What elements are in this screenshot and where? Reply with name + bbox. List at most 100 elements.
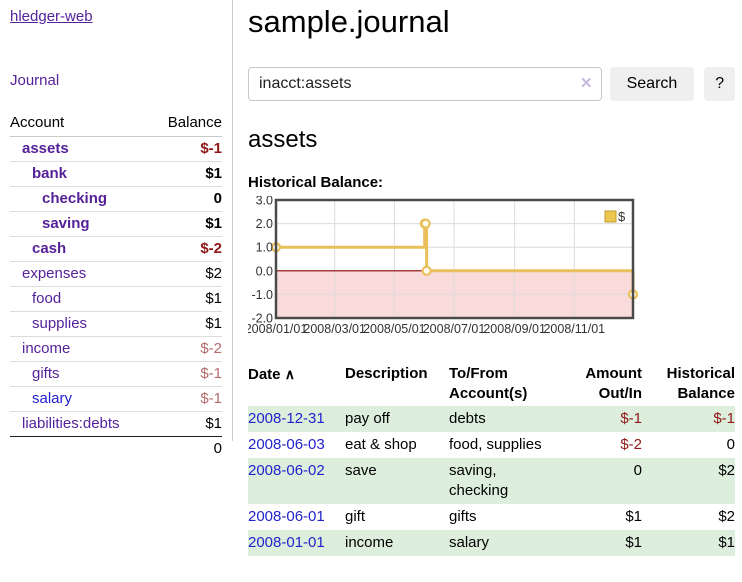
accounts-total-value: 0	[213, 440, 222, 457]
legend-label: $	[618, 209, 626, 224]
transaction-description: pay off	[345, 410, 390, 427]
data-point-marker	[420, 218, 431, 229]
transaction-description: eat & shop	[345, 436, 417, 453]
register-header-amount: Amount Out/In	[585, 365, 642, 402]
transaction-amount: $1	[625, 534, 642, 551]
y-tick-label: -1.0	[251, 288, 273, 302]
transaction-description: income	[345, 534, 394, 551]
y-tick-label: 0.0	[256, 264, 273, 278]
register-header-accounts: To/From Account(s)	[449, 365, 528, 402]
search-form: ✕ Search ?	[248, 67, 735, 101]
x-tick-label: 2008/01/01	[248, 322, 307, 336]
y-tick-label: 3.0	[256, 196, 273, 208]
brand-link[interactable]: hledger-web	[10, 8, 93, 25]
account-row: saving $1	[10, 211, 222, 237]
transaction-accounts: salary	[449, 534, 490, 551]
clear-search-icon[interactable]: ✕	[580, 75, 593, 92]
main-content: sample.journal ✕ Search ? assets Histori…	[245, 0, 735, 556]
account-balance: $1	[205, 415, 222, 432]
chart-container: $3.0 2.0 1.0 0.0 -1.0 -2.0 2008/01/01 2008/03/0…	[245, 194, 735, 343]
transaction-date-link[interactable]: 2008-06-02	[248, 462, 325, 479]
transaction-row: 2008-06-03 eat & shop food, supplies $-2 0	[248, 432, 735, 458]
x-tick-label: 2008/09/01	[483, 322, 546, 336]
account-link-expenses[interactable]: expenses	[22, 265, 87, 282]
register-table: Date ∧ Description To/From Account(s) Am…	[248, 362, 735, 556]
transaction-amount: $1	[625, 508, 642, 525]
account-link-salary[interactable]: salary	[32, 390, 73, 407]
balance-chart: $3.0 2.0 1.0 0.0 -1.0 -2.02008/01/012008/03/0…	[245, 194, 639, 336]
x-tick-label: 2008/07/01	[423, 322, 486, 336]
account-row: liabilities:debts $1	[10, 411, 222, 437]
account-link-cash[interactable]: cash	[32, 240, 67, 257]
register-header-row: Date ∧ Description To/From Account(s) Am…	[248, 362, 735, 406]
account-balance: $-2	[200, 240, 222, 257]
plot-border	[274, 198, 635, 320]
account-balance: $1	[205, 165, 222, 182]
transaction-amount: $-2	[620, 436, 642, 453]
transaction-date-link[interactable]: 2008-12-31	[248, 410, 325, 427]
transaction-date-link[interactable]: 2008-06-03	[248, 436, 325, 453]
page-title: sample.journal	[248, 4, 450, 39]
transaction-accounts: food, supplies	[449, 436, 542, 453]
register-header-description: Description	[345, 365, 428, 382]
account-row: supplies $1	[10, 311, 222, 337]
sidebar-item-journal[interactable]: Journal	[10, 72, 60, 89]
account-link-food[interactable]: food	[32, 290, 62, 307]
transaction-balance: $-1	[713, 410, 735, 427]
account-row: gifts $-1	[10, 361, 222, 387]
transaction-accounts: gifts	[449, 508, 477, 525]
account-row: bank $1	[10, 161, 222, 187]
account-link-supplies[interactable]: supplies	[32, 315, 88, 332]
account-row: salary $-1	[10, 386, 222, 412]
transaction-row: 2008-06-01 gift gifts $1 $2	[248, 504, 735, 530]
account-row: food $1	[10, 286, 222, 312]
transaction-amount: $-1	[620, 410, 642, 427]
transaction-date-link[interactable]: 2008-06-01	[248, 508, 325, 525]
y-tick-label: -2.0	[251, 312, 273, 326]
help-button[interactable]: ?	[704, 67, 735, 101]
x-tick-label: 2008/05/01	[363, 322, 426, 336]
transaction-balance: 0	[726, 436, 735, 453]
account-link-checking[interactable]: checking	[42, 190, 108, 207]
sort-ascending-icon: ∧	[284, 366, 295, 382]
transaction-row: 2008-06-02 save saving, checking 0 $2	[248, 458, 735, 504]
account-balance: $-1	[200, 140, 222, 157]
account-link-assets[interactable]: assets	[22, 140, 69, 157]
account-link-income[interactable]: income	[22, 340, 71, 357]
account-link-liabilities:debts[interactable]: liabilities:debts	[22, 415, 120, 432]
account-balance: $-2	[200, 340, 222, 357]
transaction-date-link[interactable]: 2008-01-01	[248, 534, 325, 551]
accounts-total-row: 0	[10, 436, 222, 462]
transaction-accounts: saving, checking	[449, 462, 509, 499]
account-balance: $1	[205, 315, 222, 332]
account-balance: $-1	[200, 365, 222, 382]
account-row: cash $-2	[10, 236, 222, 262]
chart-title: Historical Balance:	[248, 174, 384, 191]
transaction-description: gift	[345, 508, 366, 525]
account-row: income $-2	[10, 336, 222, 362]
sidebar: hledger-web Journal Account Balance asse…	[0, 0, 233, 457]
account-link-bank[interactable]: bank	[32, 165, 68, 182]
account-balance: 0	[213, 190, 222, 207]
accounts-header-balance: Balance	[151, 110, 222, 137]
account-row: checking 0	[10, 186, 222, 212]
legend-swatch	[604, 210, 617, 223]
transaction-balance: $1	[718, 534, 735, 551]
transaction-row: 2008-12-31 pay off debts $-1 $-1	[248, 406, 735, 432]
transaction-balance: $2	[718, 508, 735, 525]
register-header-balance: Historical Balance	[666, 365, 735, 402]
search-input[interactable]	[248, 67, 602, 101]
account-row: expenses $2	[10, 261, 222, 287]
accounts-table-body: assets $-1 bank $1 checking 0 saving $1 cash $-2 e…	[10, 137, 222, 437]
transaction-description: save	[345, 462, 377, 479]
register-table-body: 2008-12-31 pay off debts $-1 $-1 2008-06-03 ea…	[248, 406, 735, 556]
accounts-table: Account Balance assets $-1 bank $1 checking 0…	[10, 110, 222, 461]
account-heading: assets	[248, 126, 318, 153]
account-link-saving[interactable]: saving	[42, 215, 90, 232]
register-header-date[interactable]: Date ∧	[248, 366, 295, 383]
transaction-row: 2008-01-01 income salary $1 $1	[248, 530, 735, 556]
y-tick-label: 1.0	[256, 241, 273, 255]
search-button[interactable]: Search	[609, 67, 695, 101]
x-tick-label: 2008/03/01	[303, 322, 366, 336]
account-link-gifts[interactable]: gifts	[32, 365, 60, 382]
